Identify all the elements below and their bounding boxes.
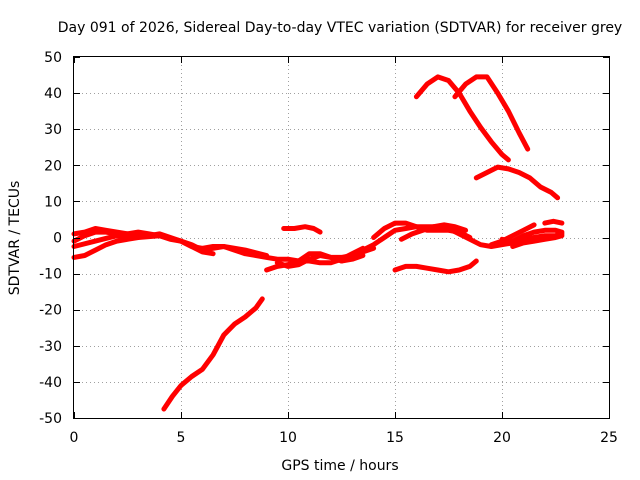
x-tick-label: 25 [600,430,618,446]
x-tick-label: 0 [70,430,79,446]
series-arc-5 [161,296,265,412]
y-tick-label: 50 [44,50,62,66]
y-tick-label: -30 [39,339,62,355]
series-layer [71,74,565,412]
y-axis-label: SDTVAR / TECUs [7,181,23,296]
series-arc-17 [510,233,565,249]
series-arc-13 [392,258,479,275]
series-arc-19 [488,222,537,248]
x-tick-label: 10 [279,430,297,446]
y-tick-label: 20 [44,158,62,174]
x-tick-label: 20 [493,430,511,446]
series-arc-18 [499,227,565,244]
y-tick-label: -10 [39,267,62,283]
series-arc-4 [71,233,141,249]
y-tick-label: 40 [44,86,62,102]
series-arc-15 [452,74,531,152]
tick-layer: 0 5 10 15 20 25 -50 -40 -30 -20 -10 0 10 20 30 40 50 [39,50,618,446]
x-tick-label: 15 [386,430,404,446]
x-tick-label: 5 [177,430,186,446]
series-arc-9 [281,224,323,235]
y-tick-label: 0 [53,231,62,247]
series-arc-20 [542,218,565,226]
x-axis-label: GPS time / hours [281,458,398,474]
plot-frame [73,56,610,419]
series-arc-16 [473,164,561,201]
series-arc-14 [413,74,511,163]
y-tick-label: -40 [39,375,62,391]
y-tick-label: 30 [44,122,62,138]
y-tick-label: 10 [44,194,62,210]
y-tick-label: -50 [39,411,62,427]
series-arc-12 [398,222,469,242]
chart-title: Day 091 of 2026, Sidereal Day-to-day VTE… [58,20,622,36]
y-tick-label: -20 [39,303,62,319]
